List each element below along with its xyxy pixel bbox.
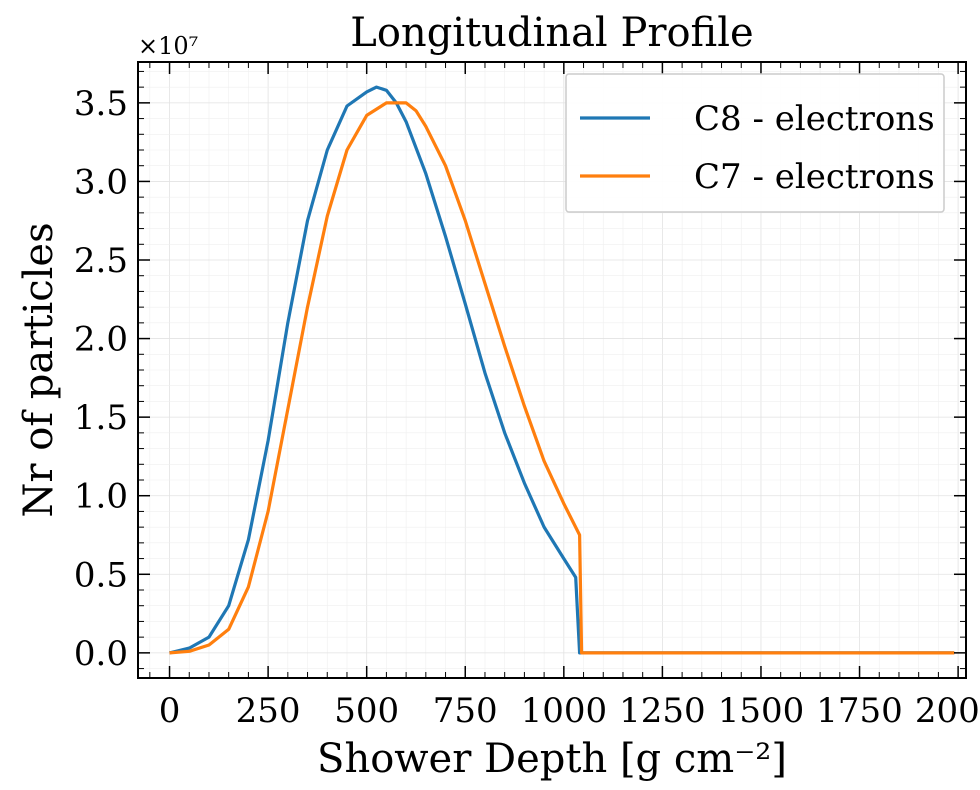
x-tick-label: 1500 xyxy=(718,691,805,731)
y-tick-label: 1.0 xyxy=(74,477,128,517)
y-tick-label: 2.0 xyxy=(74,320,128,360)
x-tick-label: 1250 xyxy=(619,691,706,731)
y-tick-label: 0.5 xyxy=(74,555,128,595)
x-tick-label: 500 xyxy=(334,691,399,731)
x-tick-label: 0 xyxy=(159,691,181,731)
y-axis-label: Nr of particles xyxy=(16,222,62,517)
y-tick-label: 3.5 xyxy=(74,84,128,124)
x-tick-label: 750 xyxy=(433,691,498,731)
x-tick-label: 1750 xyxy=(816,691,903,731)
x-tick-label: 250 xyxy=(236,691,301,731)
x-axis-label: Shower Depth [g cm⁻²] xyxy=(317,736,787,782)
legend-label: C8 - electrons xyxy=(694,99,935,139)
series-lines xyxy=(169,85,955,655)
y-tick-label: 3.0 xyxy=(74,162,128,202)
series-line-c7 xyxy=(169,101,955,655)
y-tick-label: 2.5 xyxy=(74,241,128,281)
legend-label: C7 - electrons xyxy=(694,157,935,197)
x-tick-label: 1000 xyxy=(521,691,608,731)
y-tick-label: 0.0 xyxy=(74,634,128,674)
y-multiplier-label: ×10⁷ xyxy=(138,32,198,60)
y-tick-label: 1.5 xyxy=(74,398,128,438)
legend: C8 - electrons C7 - electrons xyxy=(565,73,945,213)
legend-box xyxy=(565,73,945,213)
chart-title: Longitudinal Profile xyxy=(350,10,753,56)
